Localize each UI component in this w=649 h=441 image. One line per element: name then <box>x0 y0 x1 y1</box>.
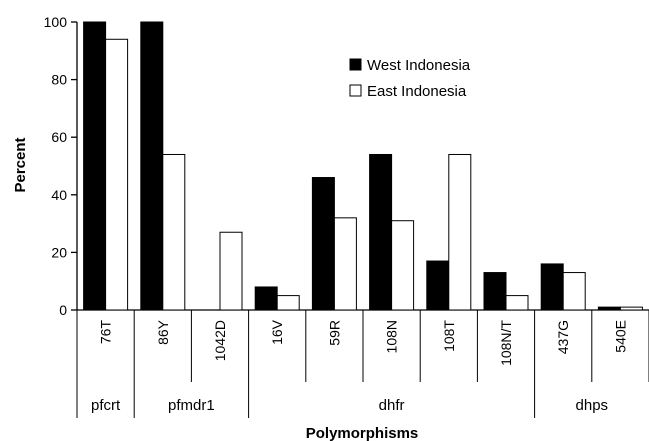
bar-east-1042D <box>219 231 243 311</box>
bar-west-86Y <box>140 21 164 311</box>
bar-west-59R <box>311 177 335 311</box>
x-axis-title: Polymorphisms <box>306 425 419 441</box>
legend-label: West Indonesia <box>367 57 471 74</box>
y-axis-title: Percent <box>12 137 29 192</box>
bar-east-540E <box>619 306 643 311</box>
x-category-label: 540E <box>612 320 628 353</box>
bar-west-540E <box>597 306 621 311</box>
y-tick-label: 60 <box>51 129 67 145</box>
bar-west-108NT <box>483 272 507 311</box>
bar-east-108T <box>448 153 472 311</box>
bar-east-437G <box>562 272 586 311</box>
x-category-label: 108N <box>384 320 400 353</box>
bar-west-16V <box>254 286 278 311</box>
bar-west-108N <box>369 153 393 311</box>
y-tick-label: 80 <box>51 72 67 88</box>
x-category-label: 76T <box>98 320 114 345</box>
y-tick-label: 0 <box>59 302 67 318</box>
x-category-label: 108N/T <box>498 320 514 366</box>
bar-west-108T <box>426 260 450 311</box>
legend-swatch <box>349 58 362 71</box>
bar-west-437G <box>540 263 564 311</box>
group-label: pfmdr1 <box>168 397 215 414</box>
x-category-label: 1042D <box>212 320 228 361</box>
legend-label: East Indonesia <box>367 83 467 100</box>
x-category-label: 59R <box>326 320 342 346</box>
bar-east-59R <box>333 217 357 311</box>
bar-east-76T <box>105 38 129 311</box>
y-tick-label: 40 <box>51 187 67 203</box>
y-tick-label: 100 <box>44 14 68 30</box>
x-category-label: 437G <box>555 320 571 354</box>
y-tick-label: 20 <box>51 244 67 260</box>
x-category-label: 86Y <box>155 319 171 345</box>
plot-area: 0 20 40 60 80 100 76T 86Y 1042D 16V 59R 108N 108T 108… <box>44 14 649 418</box>
x-category-label: 16V <box>269 319 285 345</box>
bar-east-108NT <box>505 295 529 311</box>
bar-east-86Y <box>162 153 186 311</box>
bar-east-16V <box>276 295 300 311</box>
group-label: pfcrt <box>91 397 121 414</box>
x-category-label: 108T <box>441 320 457 352</box>
legend-swatch <box>349 84 362 97</box>
legend: West Indonesia East Indonesia <box>349 57 471 100</box>
bar-west-76T <box>83 21 107 311</box>
bar-east-108N <box>391 220 415 311</box>
group-label: dhfr <box>379 397 405 414</box>
group-label: dhps <box>576 397 609 414</box>
